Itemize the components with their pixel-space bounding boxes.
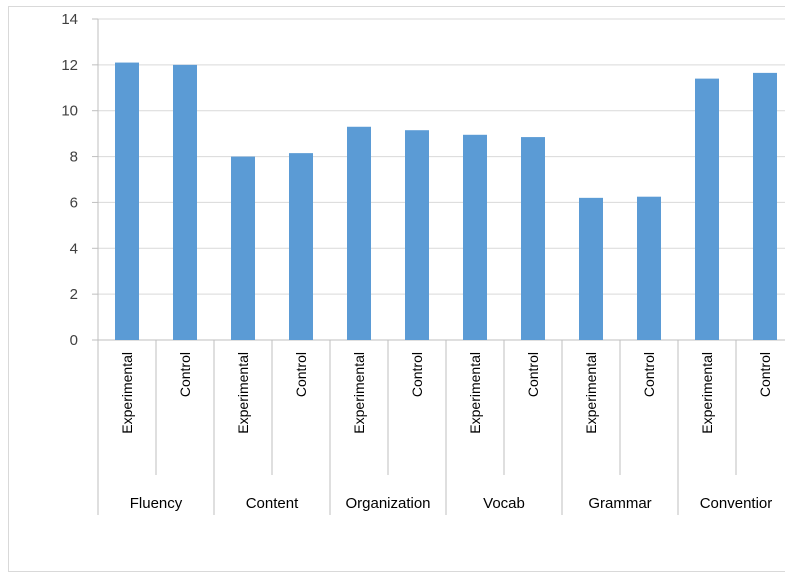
bar: [579, 197, 603, 340]
bar: [405, 130, 429, 340]
y-tick-label: 6: [70, 194, 78, 211]
category-label: Control: [293, 352, 309, 397]
bar: [637, 196, 661, 340]
y-tick-label: 0: [70, 332, 78, 349]
group-label: Organization: [345, 495, 430, 512]
bar: [695, 78, 719, 340]
y-tick-label: 12: [61, 57, 78, 74]
bar: [289, 153, 313, 340]
y-tick-label: 10: [61, 103, 78, 120]
y-tick-label: 14: [61, 11, 78, 28]
bar: [173, 64, 197, 340]
bar: [115, 62, 139, 341]
category-label: Control: [409, 352, 425, 397]
category-label: Experimental: [467, 352, 483, 434]
category-label: Experimental: [699, 352, 715, 434]
y-tick-label: 8: [70, 149, 78, 166]
category-label: Control: [177, 352, 193, 397]
group-label: Fluency: [130, 495, 183, 512]
y-tick-label: 2: [70, 286, 78, 303]
bar: [521, 137, 545, 340]
y-tick-label: 4: [70, 240, 78, 257]
group-label: Content: [246, 495, 299, 512]
category-label: Experimental: [235, 352, 251, 434]
group-label: Vocab: [483, 495, 525, 512]
category-label: Control: [641, 352, 657, 397]
category-label: Experimental: [351, 352, 367, 434]
group-label: Conventior: [700, 495, 773, 512]
bar: [463, 134, 487, 340]
bar: [753, 72, 777, 340]
category-label: Control: [757, 352, 773, 397]
bar: [347, 126, 371, 340]
group-label: Grammar: [588, 495, 651, 512]
category-label: Control: [525, 352, 541, 397]
category-label: Experimental: [119, 352, 135, 434]
category-label: Experimental: [583, 352, 599, 434]
bar: [231, 156, 255, 340]
